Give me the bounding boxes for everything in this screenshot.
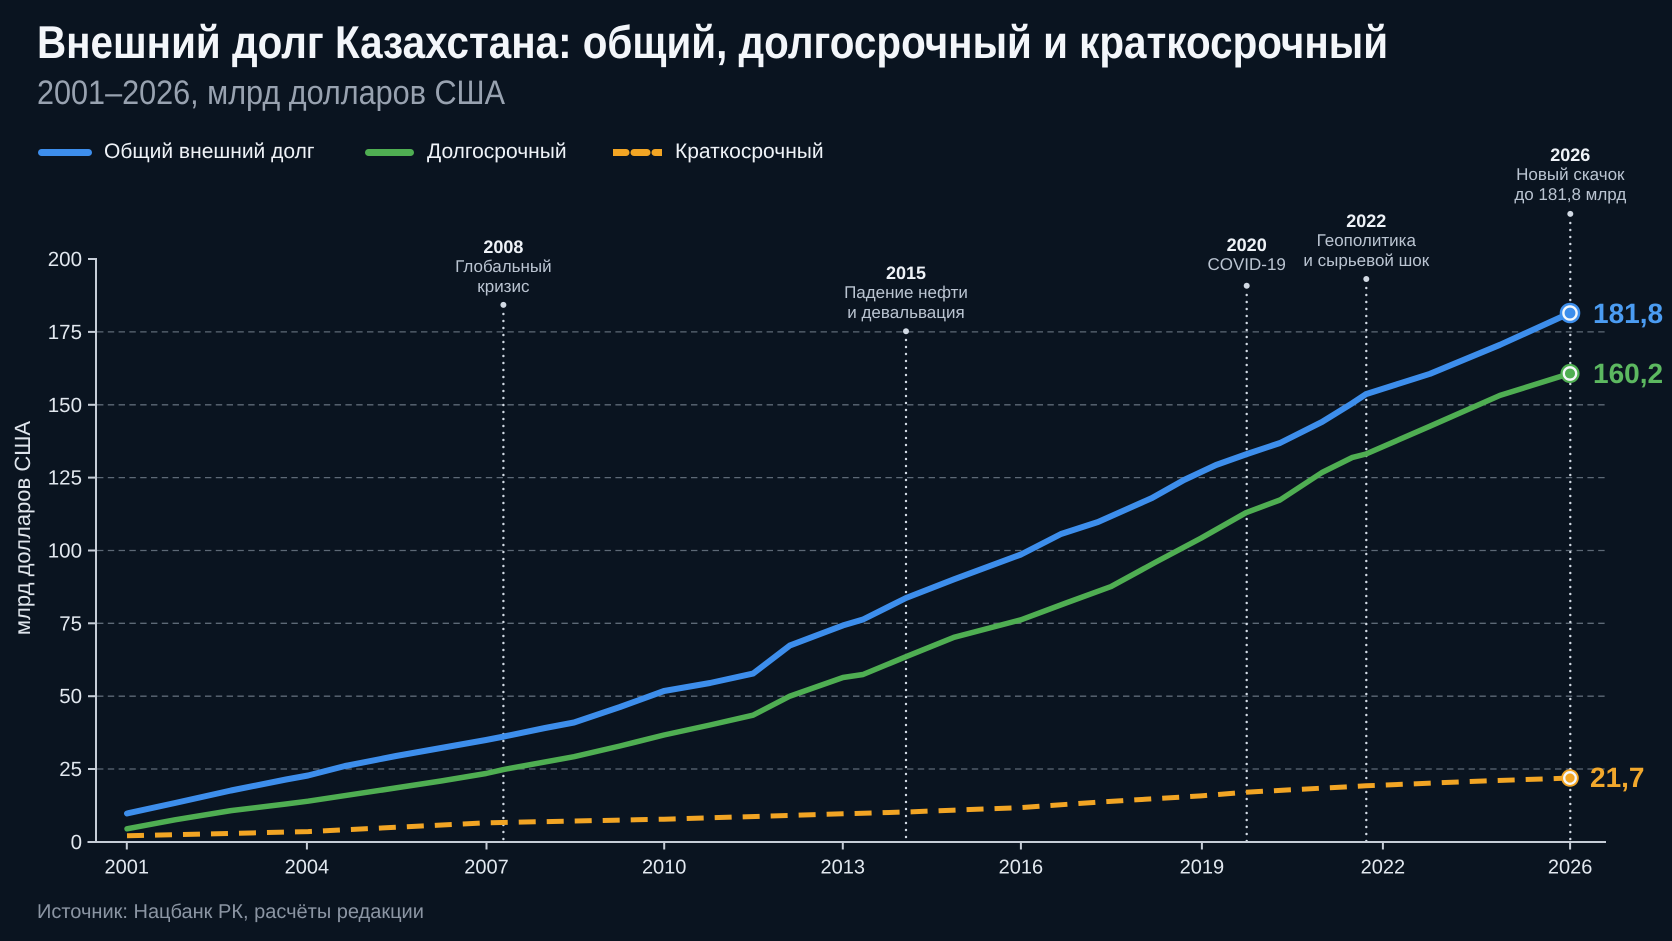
svg-text:2013: 2013 xyxy=(821,857,866,879)
svg-text:200: 200 xyxy=(48,248,82,271)
svg-text:2007: 2007 xyxy=(464,857,509,879)
svg-text:2026: 2026 xyxy=(1548,857,1593,879)
svg-text:175: 175 xyxy=(48,321,82,344)
svg-text:млрд долларов США: млрд долларов США xyxy=(10,421,35,635)
svg-text:125: 125 xyxy=(48,467,82,490)
svg-text:2010: 2010 xyxy=(642,857,687,879)
svg-text:150: 150 xyxy=(48,394,82,417)
svg-text:75: 75 xyxy=(59,612,82,635)
svg-text:2001: 2001 xyxy=(105,857,150,879)
svg-text:100: 100 xyxy=(48,540,82,563)
svg-text:25: 25 xyxy=(59,758,82,781)
svg-text:2016: 2016 xyxy=(999,857,1044,879)
svg-text:2022: 2022 xyxy=(1361,857,1406,879)
svg-text:50: 50 xyxy=(59,685,82,708)
svg-text:0: 0 xyxy=(71,831,82,854)
svg-text:2004: 2004 xyxy=(285,857,330,879)
svg-text:2019: 2019 xyxy=(1180,857,1225,879)
